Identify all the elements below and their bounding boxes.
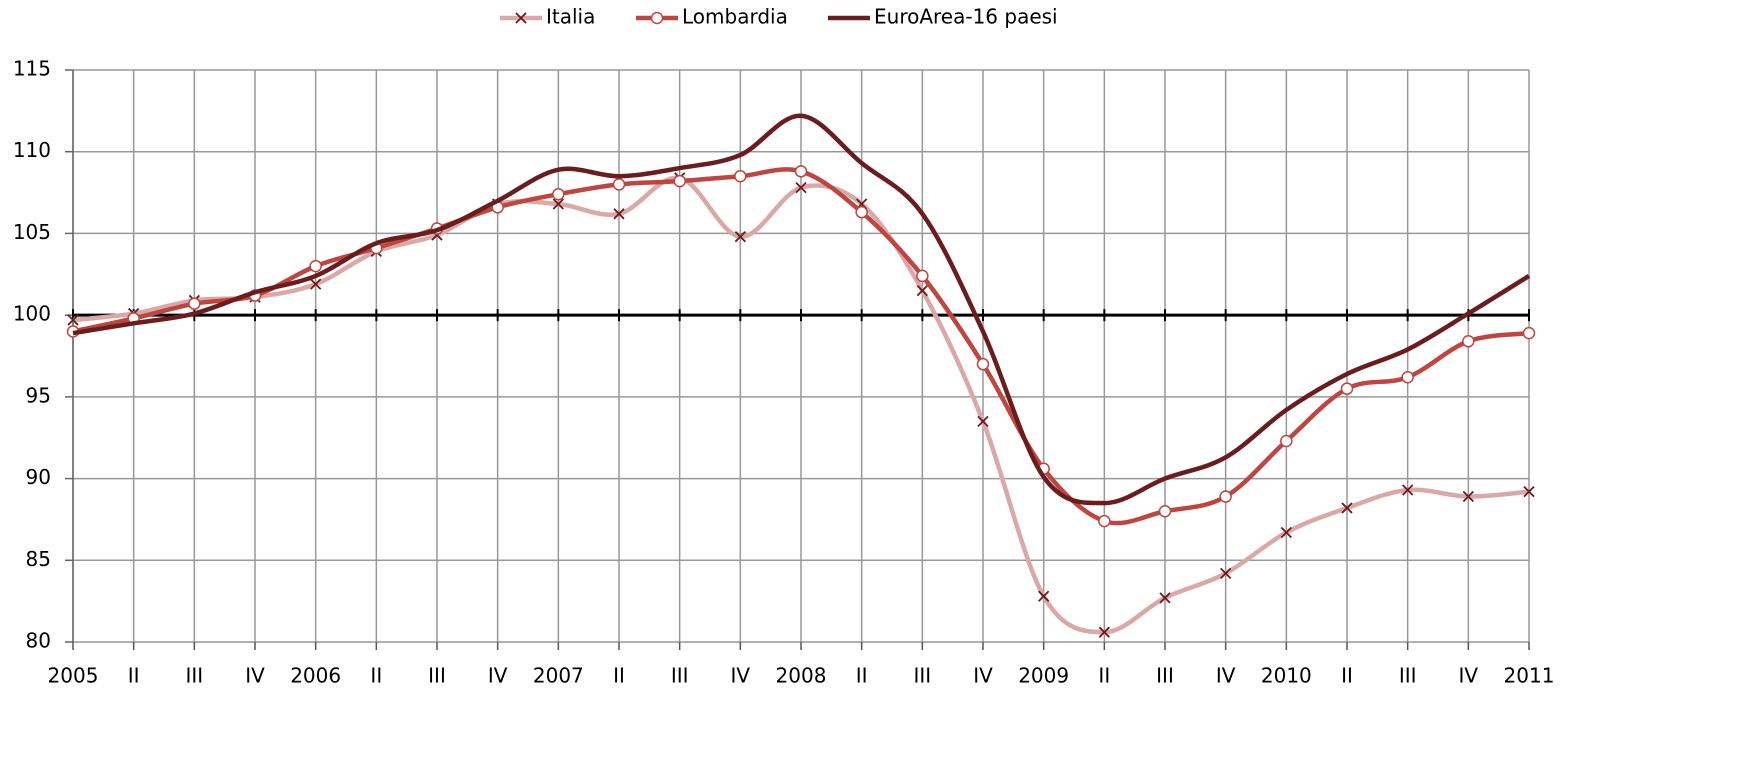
marker (552, 187, 565, 201)
x-tick-label: III (1156, 664, 1174, 688)
x-tick-label: IV (1459, 664, 1479, 688)
marker (1159, 592, 1171, 604)
marker (976, 357, 990, 371)
x-tick-label: 2010 (1261, 664, 1312, 688)
x-tick-label: 2005 (48, 664, 99, 688)
marker (1401, 370, 1414, 384)
marker (673, 174, 686, 188)
x-tick-label: IV (488, 664, 508, 688)
marker (1098, 626, 1110, 638)
marker (794, 165, 808, 178)
x-tick-label: II (613, 664, 625, 688)
y-tick-label: 85 (26, 547, 51, 571)
marker (188, 297, 201, 310)
marker (1220, 567, 1232, 579)
x-tick-label: IV (973, 664, 993, 688)
x-tick-label: 2011 (1504, 664, 1555, 688)
marker (1098, 514, 1111, 528)
marker (1522, 326, 1536, 340)
x-tick-label: IV (245, 664, 265, 688)
marker (612, 178, 626, 191)
x-tick-label: IV (731, 664, 751, 688)
y-tick-label: 90 (26, 465, 51, 489)
legend-marker (515, 12, 527, 24)
series-line (72, 113, 1531, 506)
x-tick-label: III (428, 664, 446, 688)
marker (1462, 335, 1475, 348)
marker (1523, 486, 1535, 498)
x-tick-label: IV (1216, 664, 1236, 688)
marker (1402, 484, 1414, 496)
marker (916, 269, 929, 283)
x-tick-label: II (370, 664, 382, 688)
marker (1219, 490, 1232, 503)
legend-label: Lombardia (682, 5, 788, 29)
x-tick-label: III (1399, 664, 1417, 688)
y-tick-label: 105 (13, 220, 51, 244)
marker (310, 278, 322, 290)
y-tick-label: 110 (13, 138, 51, 162)
x-tick-label: II (856, 664, 868, 688)
x-tick-label: 2007 (533, 664, 584, 688)
marker (613, 208, 625, 220)
marker (1158, 505, 1172, 518)
marker (977, 415, 989, 428)
x-tick-label: II (1341, 664, 1353, 688)
x-tick-label: 2006 (290, 664, 341, 688)
y-tick-label: 115 (13, 57, 51, 81)
marker (1462, 490, 1474, 503)
x-tick-label: III (185, 664, 203, 688)
marker (67, 314, 79, 326)
marker (1340, 382, 1354, 395)
marker (1280, 526, 1292, 539)
x-tick-label: III (913, 664, 931, 688)
legend-label: EuroArea-16 paesi (874, 5, 1058, 29)
marker (855, 205, 868, 219)
legend-marker (650, 11, 664, 25)
x-tick-label: II (1098, 664, 1110, 688)
y-tick-label: 100 (13, 302, 51, 326)
marker (552, 198, 564, 210)
marker (734, 169, 747, 183)
marker (734, 231, 746, 243)
legend-label: Italia (546, 5, 595, 29)
x-tick-label: II (128, 664, 140, 688)
marker (916, 284, 928, 297)
x-tick-label: III (671, 664, 689, 688)
marker (1038, 590, 1050, 602)
marker (1341, 502, 1353, 514)
y-tick-label: 95 (26, 383, 51, 407)
x-tick-label: 2008 (776, 664, 827, 688)
marker (795, 182, 807, 194)
y-tick-label: 80 (26, 629, 51, 653)
marker (1280, 434, 1293, 448)
x-tick-label: 2009 (1018, 664, 1069, 688)
marker (309, 259, 322, 273)
